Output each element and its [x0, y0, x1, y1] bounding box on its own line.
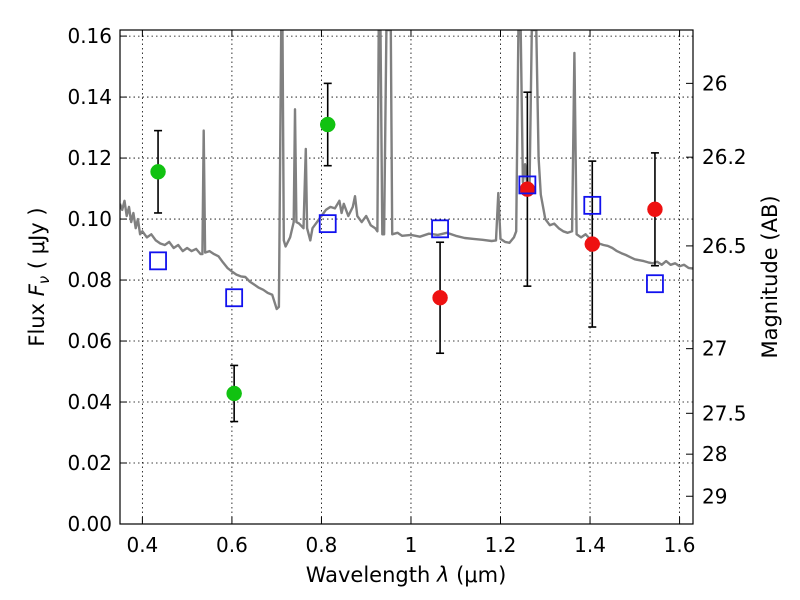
y-tick-label: 0.00: [67, 512, 112, 536]
right-tick-labels: 26 26.2 26.5 27 27.5 28 29: [702, 71, 747, 508]
x-tick-label: 0.8: [306, 533, 338, 557]
model-spectrum-line: [120, 30, 693, 311]
error-bars: [154, 82, 659, 423]
model-point: [646, 274, 664, 294]
y-tick-labels: 0.00 0.02 0.04 0.06 0.08 0.10 0.12 0.14 0.16: [67, 24, 112, 536]
plot-frame: [119, 29, 694, 525]
data-point: [584, 236, 601, 252]
model-point: [225, 288, 244, 308]
data-point: [647, 201, 663, 218]
y-tick-label: 0.14: [67, 85, 112, 109]
x-tick-label: 1.2: [485, 533, 517, 557]
right-tick-label: 26: [702, 71, 727, 95]
right-tick-label: 28: [702, 442, 727, 466]
model-point: [318, 214, 337, 234]
x-tick-label: 1.6: [664, 533, 696, 557]
y-tick-label: 0.04: [67, 390, 112, 414]
y-tick-label: 0.02: [67, 451, 112, 475]
plot-area: [120, 30, 693, 423]
y-tick-label: 0.06: [67, 329, 112, 353]
right-tick-label: 26.2: [702, 145, 747, 169]
model-point: [518, 175, 537, 195]
right-tick-label: 26.5: [702, 234, 747, 258]
x-tick-label: 1.4: [574, 533, 606, 557]
y-tick-label: 0.10: [67, 207, 112, 231]
data-point: [319, 116, 336, 133]
x-tick-labels: 0.4 0.6 0.8 1 1.2 1.4 1.6: [126, 533, 695, 557]
y-axis-title: Flux Fν ( μJy ): [25, 207, 53, 346]
data-point: [150, 164, 166, 180]
data-point: [432, 289, 448, 306]
right-axis-title: Magnitude (AB): [758, 195, 782, 358]
data-point: [226, 385, 242, 402]
x-tick-label: 0.6: [216, 533, 248, 557]
y-tick-label: 0.16: [67, 24, 112, 48]
model-point: [431, 219, 449, 239]
x-tick-label: 1: [405, 533, 418, 557]
x-axis-title: Wavelength λ (μm): [306, 563, 507, 587]
axis-ticks: [120, 30, 693, 525]
data-markers: [149, 116, 664, 402]
right-tick-label: 27.5: [702, 401, 747, 425]
model-point: [149, 251, 167, 271]
right-tick-label: 29: [702, 484, 727, 508]
x-tick-label: 0.4: [126, 533, 158, 557]
model-point: [583, 195, 602, 215]
data-point: [519, 181, 536, 197]
y-tick-label: 0.08: [67, 268, 112, 292]
right-tick-label: 27: [702, 337, 727, 361]
y-tick-label: 0.12: [67, 146, 112, 170]
grid-lines: [120, 30, 693, 525]
